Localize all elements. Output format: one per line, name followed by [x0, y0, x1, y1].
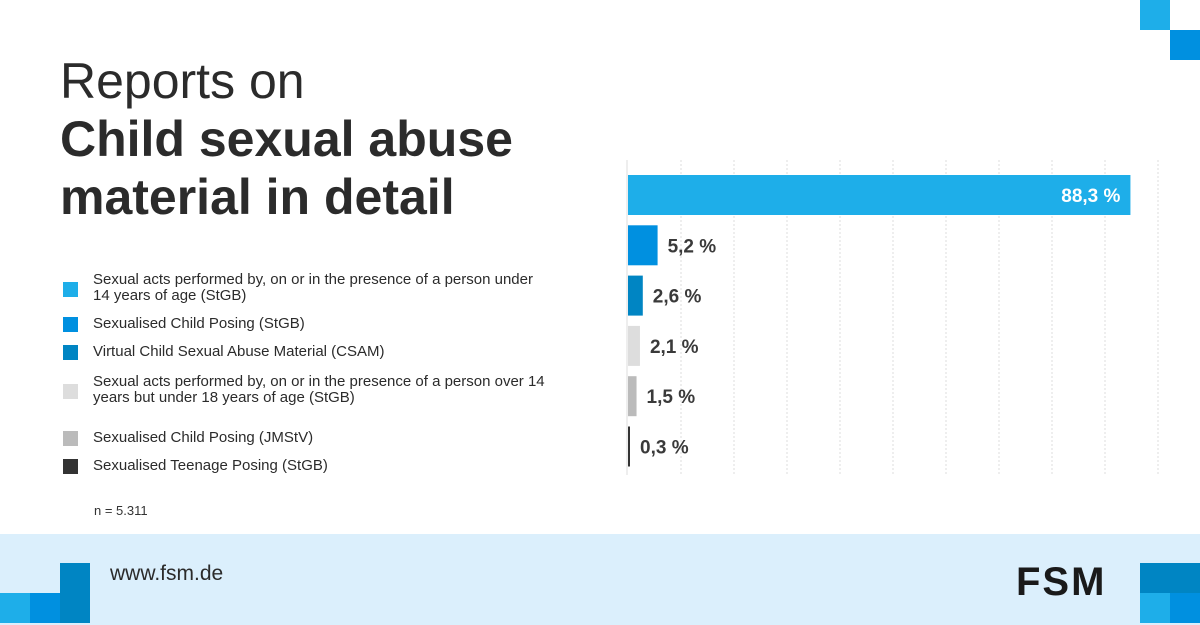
- footer-square: [60, 563, 90, 593]
- legend-label: Sexual acts performed by, on or in the p…: [93, 373, 545, 406]
- legend-item: Sexual acts performed by, on or in the p…: [63, 374, 553, 406]
- footer-square: [1140, 563, 1170, 593]
- bar: [628, 175, 1131, 215]
- website-link[interactable]: www.fsm.de: [110, 562, 224, 585]
- data-label: 5,2 %: [668, 236, 717, 257]
- footer-square: [0, 593, 30, 623]
- footer-square: [60, 593, 90, 623]
- bar: [628, 275, 643, 316]
- legend-item: Sexualised Teenage Posing (StGB): [63, 458, 328, 474]
- legend-swatch: [63, 459, 78, 474]
- sample-size-note: n = 5.311: [94, 503, 148, 518]
- legend-label: Sexual acts performed by, on or in the p…: [93, 271, 533, 304]
- legend-swatch: [63, 431, 78, 446]
- footer: [0, 534, 1200, 625]
- bar: [628, 325, 640, 366]
- legend-item: Sexual acts performed by, on or in the p…: [63, 272, 553, 304]
- footer-square: [30, 593, 60, 623]
- legend-label: Sexualised Child Posing (StGB): [93, 315, 305, 332]
- bar: [628, 426, 630, 467]
- title-line-3: material in detail: [60, 169, 455, 225]
- data-label: 88,3 %: [1061, 186, 1120, 207]
- title-line-1: Reports on: [60, 53, 305, 109]
- legend-label: Virtual Child Sexual Abuse Material (CSA…: [93, 343, 385, 360]
- corner-square: [1170, 30, 1200, 60]
- data-label: 2,1 %: [650, 337, 699, 358]
- legend-swatch: [63, 384, 78, 399]
- legend-swatch: [63, 282, 78, 297]
- legend-item: Virtual Child Sexual Abuse Material (CSA…: [63, 344, 385, 360]
- legend-swatch: [63, 345, 78, 360]
- data-label: 2,6 %: [653, 287, 702, 308]
- footer-square: [1140, 593, 1170, 623]
- bar: [628, 225, 658, 266]
- data-label: 1,5 %: [647, 387, 696, 408]
- title-line-2: Child sexual abuse: [60, 111, 513, 167]
- legend-item: Sexualised Child Posing (StGB): [63, 316, 305, 332]
- bar: [628, 376, 637, 417]
- legend-item: Sexualised Child Posing (JMStV): [63, 430, 313, 446]
- legend-label: Sexualised Teenage Posing (StGB): [93, 457, 328, 474]
- page-title: Reports on Child sexual abuse material i…: [60, 52, 513, 226]
- footer-square: [1170, 593, 1200, 623]
- data-label: 0,3 %: [640, 438, 689, 459]
- footer-square: [1170, 563, 1200, 593]
- legend-label: Sexualised Child Posing (JMStV): [93, 429, 314, 446]
- corner-square: [1140, 0, 1170, 30]
- fsm-logo: FSM: [1016, 560, 1107, 604]
- legend-swatch: [63, 317, 78, 332]
